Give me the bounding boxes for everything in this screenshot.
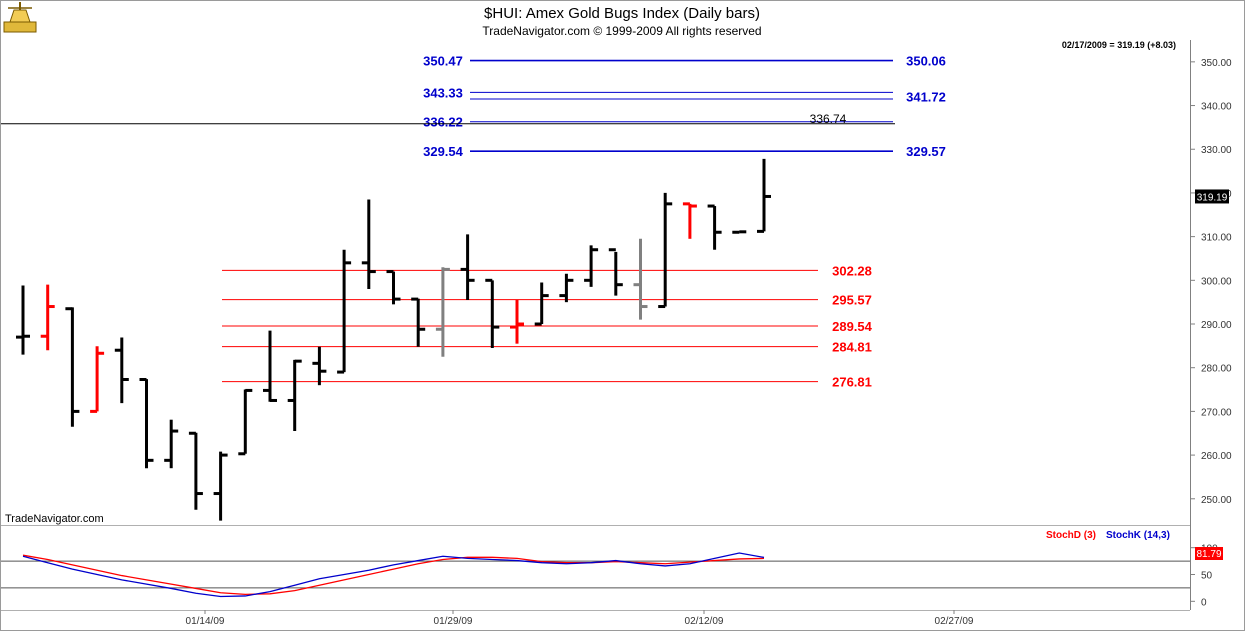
ohlc-bar xyxy=(584,245,599,287)
ohlc-bar xyxy=(485,278,500,349)
copyright-text: TradeNavigator.com © 1999-2009 All right… xyxy=(482,24,761,38)
resistance-left-label: 350.47 xyxy=(423,54,463,69)
ohlc-bar xyxy=(633,238,648,320)
stoch-lines xyxy=(22,552,765,598)
stochk-line xyxy=(22,552,765,598)
price-tick-label: 250.00 xyxy=(1201,495,1232,506)
date-tick-label: 02/27/09 xyxy=(935,616,974,627)
ohlc-bar xyxy=(114,337,129,404)
date-axis: 01/14/09 01/29/09 02/12/09 02/27/09 xyxy=(186,610,974,627)
ohlc-bar xyxy=(263,330,277,402)
support-label: 284.81 xyxy=(832,340,872,355)
price-tick-label: 290.00 xyxy=(1201,320,1232,331)
price-levels: 350.47 350.06 343.33 341.72 336.22 329.54 329.… xyxy=(1,54,946,390)
stoch-tick-label: 0 xyxy=(1201,597,1207,608)
ohlc-bar xyxy=(559,273,574,303)
legend-stochd: StochD (3) xyxy=(1046,530,1096,541)
resistance-left-label: 329.54 xyxy=(423,144,464,159)
ohlc-bar xyxy=(411,297,426,347)
ohlc-bar xyxy=(65,307,80,427)
watermark-text: TradeNavigator.com xyxy=(5,513,104,525)
ohlc-bar xyxy=(658,192,673,309)
ohlc-bar xyxy=(139,378,154,469)
stochastic-panel: StochD (3) StochK (14,3) 050100 81.79 xyxy=(1,530,1223,611)
ohlc-bar xyxy=(337,249,352,374)
date-tick-label: 01/14/09 xyxy=(186,616,225,627)
ohlc-bar xyxy=(608,248,623,296)
price-tick-label: 300.00 xyxy=(1201,276,1232,287)
last-price-marker: 319.19 xyxy=(1195,189,1229,204)
stoch-last-marker: 81.79 xyxy=(1195,547,1223,560)
ohlc-bar xyxy=(361,199,376,290)
ohlc-bar xyxy=(435,267,450,357)
price-tick-label: 260.00 xyxy=(1201,451,1232,462)
ohlc-bar xyxy=(90,346,105,413)
last-price-label: 319.19 xyxy=(1197,192,1228,203)
legend-stochk: StochK (14,3) xyxy=(1106,530,1170,541)
black-level-label: 336.74 xyxy=(810,112,847,126)
ohlc-bar xyxy=(16,285,30,355)
ohlc-bar xyxy=(238,388,253,456)
price-tick-label: 310.00 xyxy=(1201,233,1232,244)
quote-readout: 02/17/2009 = 319.19 (+8.03) xyxy=(1062,40,1176,50)
price-panel: 250.00 260.00 270.00 280.00 290.00 300.00 310.… xyxy=(1,40,1232,610)
resistance-right-label: 350.06 xyxy=(906,54,946,69)
ohlc-bar xyxy=(757,158,771,233)
ohlc-bar xyxy=(682,202,697,239)
ohlc-bar xyxy=(707,204,722,250)
price-tick-label: 350.00 xyxy=(1201,58,1232,69)
ohlc-bar xyxy=(188,431,203,510)
ohlc-bar xyxy=(534,282,549,326)
resistance-right-label: 329.57 xyxy=(906,144,946,159)
date-tick-label: 02/12/09 xyxy=(685,616,724,627)
resistance-left-label: 343.33 xyxy=(423,85,463,100)
price-tick-label: 330.00 xyxy=(1201,145,1232,156)
ohlc-bar xyxy=(386,270,401,305)
ohlc-bar xyxy=(312,346,327,386)
chart-title: $HUI: Amex Gold Bugs Index (Daily bars) xyxy=(484,5,760,22)
ohlc-bar xyxy=(732,230,747,234)
ohlc-bar xyxy=(164,419,179,469)
ohlc-bar xyxy=(460,234,475,300)
stoch-tick-label: 50 xyxy=(1201,571,1213,582)
ohlc-bar xyxy=(510,299,524,344)
support-label: 295.57 xyxy=(832,293,872,308)
ohlc-bars xyxy=(16,158,771,521)
price-tick-label: 270.00 xyxy=(1201,407,1232,418)
trade-navigator-logo-icon xyxy=(3,2,37,33)
support-label: 289.54 xyxy=(832,319,873,334)
support-label: 276.81 xyxy=(832,375,872,390)
ohlc-bar xyxy=(287,359,302,432)
support-label: 302.28 xyxy=(832,263,872,278)
price-tick-label: 340.00 xyxy=(1201,102,1232,113)
price-tick-label: 280.00 xyxy=(1201,364,1232,375)
stochd-line xyxy=(22,554,765,595)
date-tick-label: 01/29/09 xyxy=(434,616,473,627)
resistance-right-label: 341.72 xyxy=(906,89,946,104)
ohlc-bar xyxy=(40,284,55,351)
resistance-left-label: 336.22 xyxy=(423,115,463,130)
stoch-last-label: 81.79 xyxy=(1196,549,1221,560)
ohlc-bar xyxy=(213,451,228,521)
